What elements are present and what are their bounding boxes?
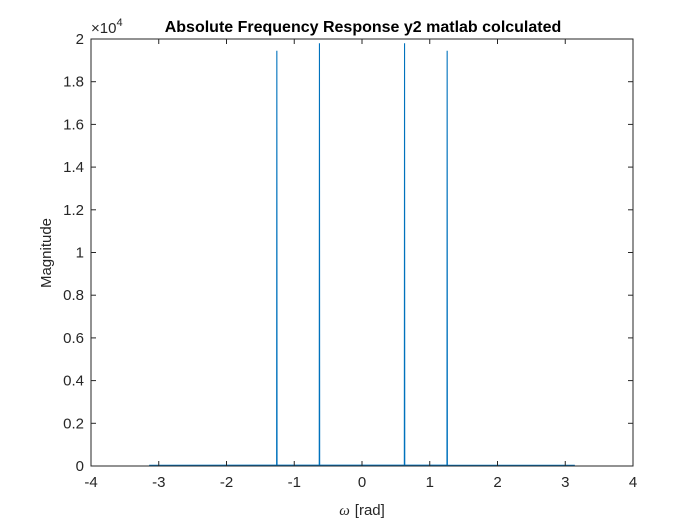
x-tick-label: -3	[152, 474, 165, 491]
y-tick-label: 1.2	[63, 202, 84, 219]
x-tick-label: 2	[493, 474, 501, 491]
x-tick-label: 1	[426, 474, 434, 491]
plot-area-background	[91, 39, 633, 466]
y-tick-label: 2	[76, 31, 84, 48]
x-tick-label: 3	[561, 474, 569, 491]
y-tick-label: 1.8	[63, 74, 84, 91]
exponent-power: 4	[116, 17, 122, 29]
x-tick-label: -2	[220, 474, 233, 491]
x-axis-unit: [rad]	[355, 502, 385, 519]
y-tick-label: 0.4	[63, 373, 84, 390]
y-tick-label: 1.6	[63, 116, 84, 133]
y-tick-label: 0.8	[63, 287, 84, 304]
y-tick-label: 0	[76, 458, 84, 475]
y-tick-label: 1.4	[63, 159, 84, 176]
y-tick-label: 1	[76, 245, 84, 262]
omega-symbol: ω	[339, 503, 350, 519]
x-tick-label: -1	[288, 474, 301, 491]
exponent-multiplier: ×10	[91, 20, 116, 37]
x-tick-label: 4	[629, 474, 637, 491]
tick-layer: -4 -3 -2 -1 0 1 2 3 4 0 0.2 0.4 0.6 0.8 1 1.2 1.4 1.6 1.8 2	[63, 31, 637, 491]
x-axis-label: ω [rad]	[339, 502, 385, 519]
y-axis-exponent: ×104	[91, 17, 123, 37]
y-tick-label: 0.2	[63, 415, 84, 432]
x-tick-label: 0	[358, 474, 366, 491]
x-tick-label: -4	[84, 474, 97, 491]
y-axis-label: Magnitude	[38, 218, 55, 288]
chart-title: Absolute Frequency Response y2 matlab co…	[165, 19, 562, 36]
y-tick-label: 0.6	[63, 330, 84, 347]
